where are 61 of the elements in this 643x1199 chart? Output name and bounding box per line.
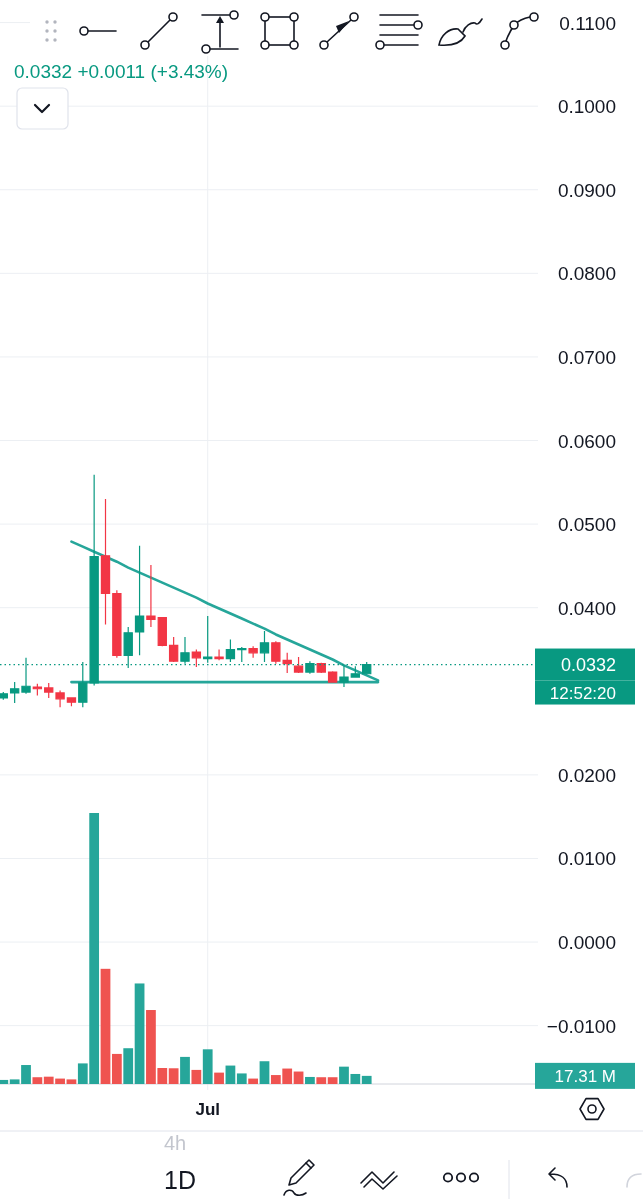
text: 12:52:20 — [549, 683, 616, 703]
text: 4h — [164, 1132, 187, 1154]
y-tick-label: 0.0400 — [557, 597, 616, 619]
y-tick-label: 0.0600 — [557, 430, 616, 452]
bar — [66, 1079, 77, 1084]
bar — [225, 1065, 236, 1084]
bar — [316, 1077, 327, 1084]
y-tick-label: 0.0500 — [557, 513, 616, 535]
y-tick-label: 0.0000 — [557, 931, 616, 953]
ref-line-label: 0.0332 — [560, 654, 616, 675]
candlestick — [44, 682, 54, 699]
candlestick — [66, 696, 77, 707]
bar — [248, 1078, 259, 1084]
candlestick — [100, 498, 111, 626]
candlestick — [327, 670, 338, 683]
y-tick-label: 0.1100 — [559, 12, 616, 34]
candlestick — [191, 648, 202, 668]
candlestick — [32, 683, 43, 697]
text: 17.31 M — [554, 1066, 616, 1086]
candlestick — [134, 545, 145, 656]
bar — [361, 1075, 372, 1084]
candlestick — [293, 656, 304, 674]
bar — [202, 1049, 213, 1084]
bar — [259, 1061, 270, 1084]
bar — [236, 1073, 247, 1084]
text: 1D — [164, 1166, 196, 1194]
candlestick — [214, 648, 224, 661]
bar — [32, 1077, 43, 1084]
bar — [305, 1076, 315, 1084]
candlestick — [237, 646, 247, 663]
candlestick — [259, 630, 270, 663]
candlestick — [225, 638, 236, 663]
candlestick — [316, 662, 326, 674]
bar — [191, 1069, 202, 1084]
bar — [134, 983, 145, 1084]
candlestick — [146, 564, 156, 628]
annotation: 0.0332 +0.0011 (+3.43%) — [14, 61, 229, 82]
candlestick — [168, 636, 179, 663]
candlestick — [55, 689, 65, 708]
y-tick-label: 0.0100 — [557, 847, 616, 869]
candlestick — [350, 665, 361, 678]
bar — [180, 1056, 190, 1084]
y-tick-label: 0.0800 — [557, 262, 616, 284]
candlestick — [0, 691, 8, 701]
y-tick-label: −0.0100 — [546, 1015, 616, 1037]
bar — [0, 1079, 9, 1085]
bar — [111, 1053, 122, 1084]
y-tick-label: 0.0900 — [557, 179, 616, 201]
candlestick — [248, 645, 258, 659]
candlestick — [9, 681, 20, 704]
bar — [168, 1068, 179, 1084]
candlestick — [157, 616, 167, 647]
bar — [327, 1077, 338, 1084]
y-tick-label: 0.0700 — [557, 346, 616, 368]
x-tick-label: Jul — [195, 1099, 220, 1119]
bar — [100, 968, 111, 1084]
bar — [123, 1048, 134, 1084]
bar — [214, 1072, 224, 1084]
y-tick-label: 0.1000 — [557, 95, 616, 117]
candlestick — [112, 589, 122, 659]
y-tick-label: 0.0200 — [557, 764, 616, 786]
